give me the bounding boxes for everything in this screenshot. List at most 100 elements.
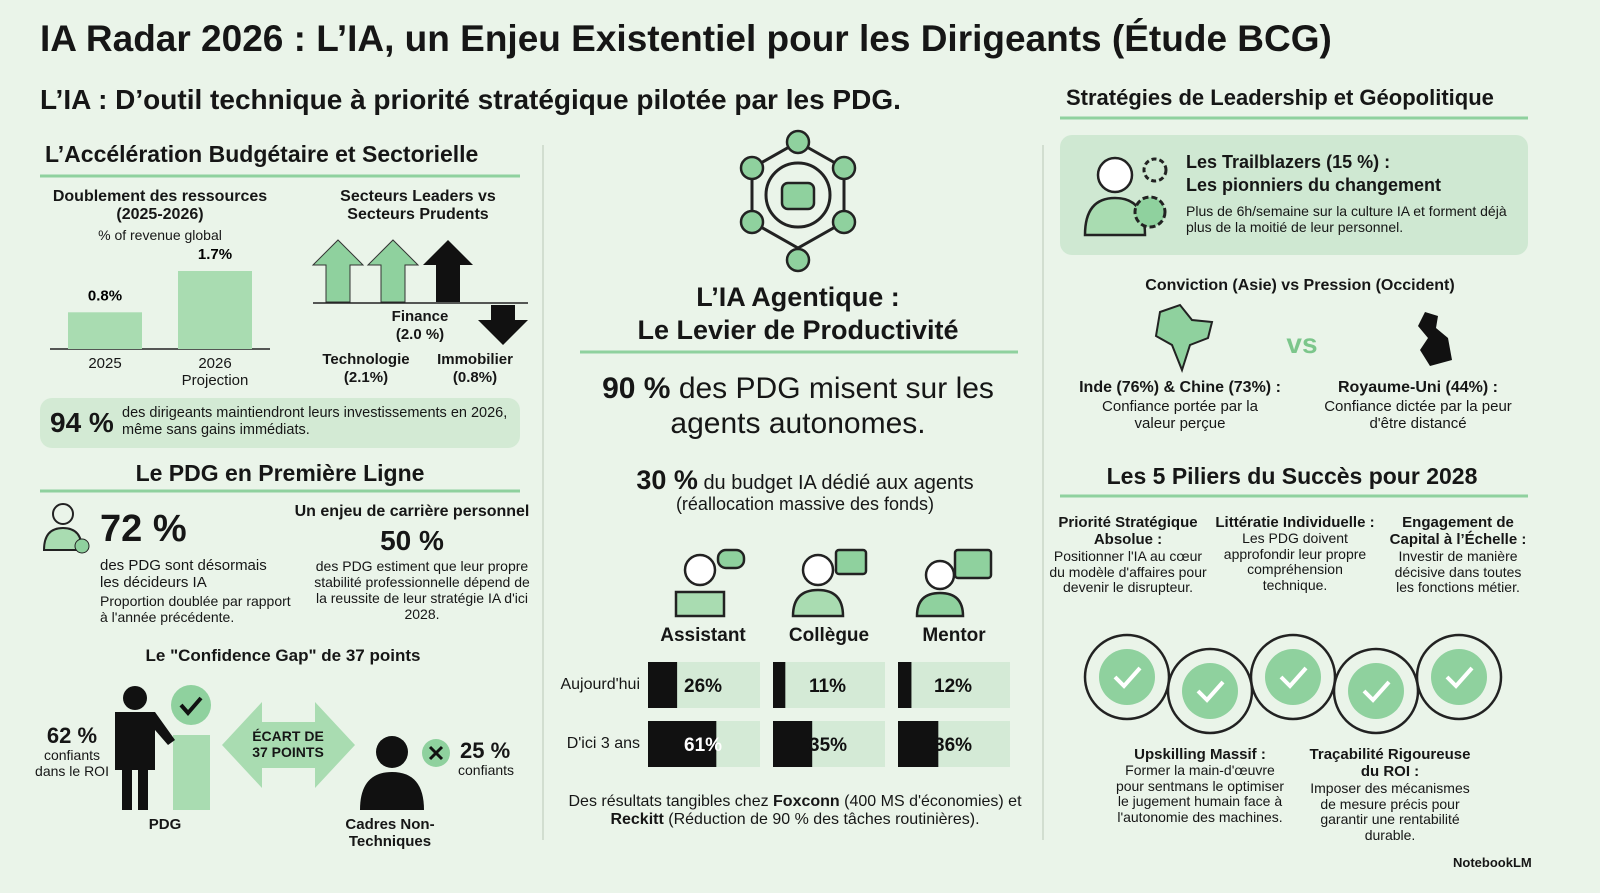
bar (898, 721, 939, 767)
trailblazer-box (1060, 135, 1528, 255)
sector-value: (2.0 %) (395, 326, 445, 343)
value-label: 26% (684, 676, 722, 697)
sector-name: Immobilier (437, 351, 513, 368)
hub-node (785, 247, 811, 273)
role-icons (674, 548, 993, 618)
colleague-icon (791, 588, 845, 618)
text: (Réduction de 90 % des tâches routinière… (663, 811, 980, 829)
cadre-icon (360, 772, 424, 810)
row-label: Aujourd'hui (560, 676, 640, 693)
value-label: 1.7% (198, 246, 232, 263)
role-label: Assistant (660, 625, 746, 646)
text: (400 MS d'économies) et (839, 793, 1022, 810)
bar (773, 721, 813, 767)
leader-icon (1096, 156, 1134, 194)
bubble-icon (953, 548, 993, 580)
pillar-text: Former la main-d'œuvre pour sentmans le … (1115, 762, 1285, 826)
hub-node (831, 209, 857, 235)
assistant-icon (674, 590, 726, 618)
stat: 94 % (50, 407, 114, 438)
sector-name: Finance (391, 308, 449, 325)
stat-note: Proportion doublée par rapport à l'année… (100, 593, 291, 626)
bar-track (898, 662, 1010, 708)
pillar-text: Investir de manière décisive dans toutes… (1394, 548, 1522, 596)
geo-label: Inde (76%) & Chine (73%) : (1079, 379, 1281, 396)
pillar-check (1113, 666, 1142, 689)
gap-label: ÉCART DE 37 POINTS (252, 728, 324, 761)
pillar-text: Imposer des mécanismes de mesure précis … (1310, 780, 1470, 844)
section-heading: L’IA Agentique : (696, 282, 900, 312)
trailblazer-subtitle: Les pionniers du changement (1186, 175, 1442, 195)
budget-stat: 30 % du budget IA dédié aux agents (636, 465, 973, 496)
bar (648, 662, 678, 708)
stat: 62 % (46, 723, 98, 748)
company: Reckitt (610, 811, 664, 829)
value-label: 35% (809, 735, 847, 756)
text: Des résultats tangibles chez (568, 793, 774, 810)
gap-title: Le "Confidence Gap" de 37 points (145, 646, 421, 665)
confidence-bar (173, 735, 210, 810)
cadre-icon (376, 736, 408, 768)
gear-icon (1142, 157, 1168, 183)
pillar-check (1279, 666, 1308, 689)
stat-text: des PDG misent sur les agents autonomes. (670, 372, 994, 440)
section-heading: Le PDG en Première Ligne (135, 460, 425, 486)
chart-subtitle: % of revenue global (98, 227, 222, 243)
stat: 50 % (380, 525, 444, 556)
hub-node (785, 129, 811, 155)
shield-icon (74, 538, 90, 554)
bar (773, 662, 786, 708)
section-heading: L’Accélération Budgétaire et Sectorielle (45, 141, 479, 167)
career-title: Un enjeu de carrière personnel (294, 503, 530, 520)
cross-icon (428, 745, 444, 761)
bubble-icon (716, 548, 746, 570)
highlight-box (40, 398, 520, 448)
pillar-check (1348, 663, 1404, 719)
check-icon (179, 696, 203, 717)
hub-node (739, 209, 765, 235)
pdg-icon (115, 712, 175, 810)
category-label: 2026 Projection (181, 355, 249, 390)
geo-text: Confiance dictée par la peur d'être dist… (1324, 398, 1512, 433)
pillar-title: Priorité Stratégique Absolue : (1058, 514, 1198, 549)
hub-node (739, 155, 765, 181)
pillar-check (1265, 649, 1321, 705)
pillar-text: Positionner l'IA au cœur du modèle d'aff… (1049, 548, 1207, 596)
title: IA Radar 2026 : L’IA, un Enjeu Existenti… (40, 18, 1332, 59)
brand: NotebookLM (1453, 855, 1532, 870)
india-map (1154, 303, 1214, 373)
hub-core (764, 161, 832, 229)
pillar-check (1196, 680, 1225, 703)
sectors-title: Secteurs Leaders vs Secteurs Prudents (340, 188, 496, 224)
figure-label: Cadres Non-Techniques (345, 816, 435, 851)
row-label: D'ici 3 ans (566, 735, 640, 752)
pillar-check (1445, 666, 1474, 689)
colleague-icon (801, 553, 835, 587)
chart-title: Doublement des ressources (2025-2026) (52, 188, 268, 224)
pillar-title: Littératie Individuelle : (1215, 514, 1375, 531)
value-label: 36% (934, 735, 972, 756)
stat-text: confiants dans le ROI (35, 747, 109, 780)
trailblazer-text: Plus de 6h/semaine sur la culture IA et … (1186, 203, 1507, 236)
stat: 25 % (460, 738, 511, 763)
results: Des résultats tangibles chez Foxconn (40… (555, 793, 1035, 830)
role-label: Mentor (922, 625, 986, 646)
hub-nodes (739, 129, 857, 273)
stat: 90 % (602, 372, 671, 405)
stat: 30 % (636, 465, 698, 495)
stat-text: des dirigeants maintiendront leurs inves… (122, 405, 508, 438)
mentor-icon (915, 591, 965, 618)
stat-text: des PDG estiment que leur propre stabili… (314, 558, 530, 623)
pillar-cycle (1083, 633, 1503, 735)
geo-text: Confiance portée par la valeur perçue (1102, 398, 1258, 433)
bar-track (773, 662, 885, 708)
sector-value: (0.8%) (452, 369, 498, 386)
stat-text: du budget IA dédié aux agents (703, 472, 974, 494)
role-label: Collègue (788, 625, 870, 646)
company: Foxconn (773, 793, 840, 810)
pillar-check (1099, 649, 1155, 705)
pillar-title: Traçabilité Rigoureuse du ROI : (1309, 746, 1471, 781)
value-label: 11% (809, 676, 846, 697)
bubble-icon (834, 548, 868, 576)
